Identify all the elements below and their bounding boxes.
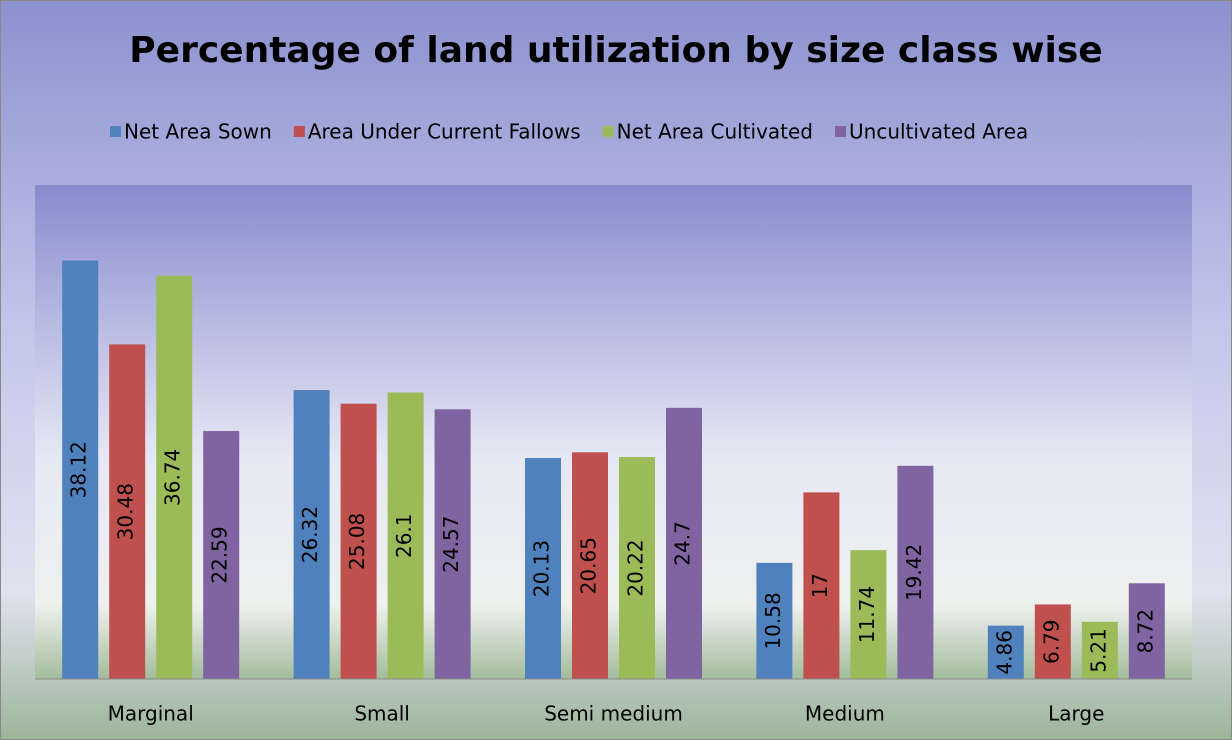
legend-label: Area Under Current Fallows <box>308 120 581 144</box>
x-tick-label: Large <box>1048 702 1104 726</box>
bar <box>1034 604 1071 679</box>
bar <box>525 458 561 679</box>
data-label: 38.12 <box>67 441 91 498</box>
bar <box>109 344 146 679</box>
data-label: 11.74 <box>855 586 879 643</box>
bar <box>1128 583 1165 679</box>
bar <box>387 392 424 679</box>
bar <box>756 562 793 679</box>
legend-swatch <box>835 126 847 137</box>
bar <box>203 431 240 679</box>
data-label: 19.42 <box>902 544 926 601</box>
data-label: 20.13 <box>530 540 554 597</box>
data-label: 30.48 <box>114 483 138 540</box>
data-label: 24.57 <box>439 516 463 573</box>
chart-title: Percentage of land utilization by size c… <box>129 30 1102 71</box>
bar <box>803 492 840 679</box>
legend-swatch <box>293 126 305 137</box>
data-label: 4.86 <box>992 630 1016 675</box>
data-label: 24.7 <box>671 521 695 566</box>
data-label: 20.65 <box>577 537 601 594</box>
data-label: 26.32 <box>298 506 322 563</box>
bar <box>434 409 471 679</box>
bar <box>666 407 702 679</box>
x-tick-label: Semi medium <box>544 702 683 726</box>
bar <box>62 260 99 679</box>
data-label: 25.08 <box>345 513 369 570</box>
data-label: 6.79 <box>1039 619 1063 664</box>
data-label: 36.74 <box>161 449 185 506</box>
bar <box>340 403 377 679</box>
bar <box>850 550 887 679</box>
legend-label: Net Area Sown <box>124 120 272 144</box>
x-tick-label: Small <box>354 702 410 726</box>
bar <box>987 625 1024 679</box>
x-tick-label: Marginal <box>108 702 194 726</box>
bar <box>619 457 655 679</box>
x-tick-label: Medium <box>805 702 885 726</box>
data-label: 22.59 <box>208 526 232 583</box>
data-label: 5.21 <box>1086 628 1110 673</box>
data-label: 8.72 <box>1133 609 1157 654</box>
bar <box>897 465 934 679</box>
bar <box>572 452 608 679</box>
data-label: 20.22 <box>624 539 648 596</box>
bar <box>156 275 193 679</box>
legend-swatch <box>110 126 121 137</box>
bar <box>293 390 330 679</box>
legend-label: Uncultivated Area <box>849 120 1028 144</box>
legend-label: Net Area Cultivated <box>617 120 813 144</box>
data-label: 10.58 <box>761 592 785 649</box>
data-label: 26.1 <box>392 513 416 558</box>
legend-swatch <box>602 126 614 137</box>
data-label: 17 <box>808 573 832 598</box>
bar <box>1081 621 1118 679</box>
